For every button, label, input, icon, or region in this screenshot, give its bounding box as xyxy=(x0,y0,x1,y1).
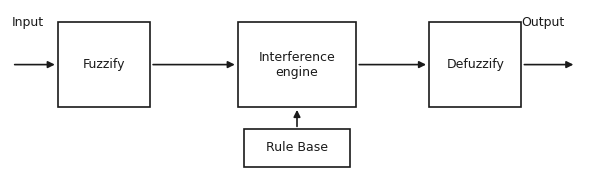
Text: Fuzzify: Fuzzify xyxy=(83,58,125,71)
Bar xyxy=(238,22,356,107)
Bar xyxy=(58,22,150,107)
Bar xyxy=(244,129,350,167)
Text: Output: Output xyxy=(522,16,565,29)
Text: Defuzzify: Defuzzify xyxy=(446,58,504,71)
Text: Interference
engine: Interference engine xyxy=(258,51,336,79)
Text: Rule Base: Rule Base xyxy=(266,141,328,154)
Text: Input: Input xyxy=(12,16,44,29)
Bar xyxy=(429,22,522,107)
